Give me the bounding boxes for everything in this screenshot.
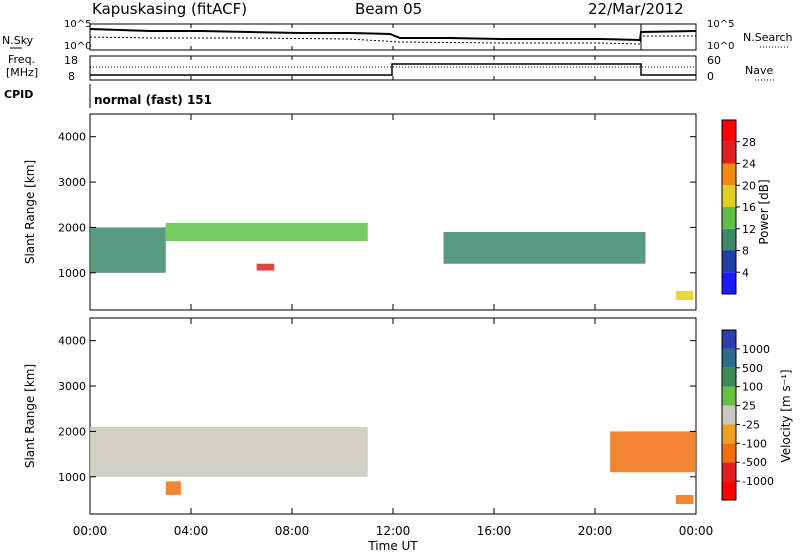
power-y-axis: 1000 2000 3000 4000 — [58, 131, 696, 280]
power-panel: 1000 2000 3000 4000 Slant Range [km] — [23, 113, 697, 311]
velocity-feature-1 — [165, 481, 181, 495]
velocity-feature-3 — [675, 494, 694, 505]
power-cbar-swatch-2 — [722, 228, 736, 251]
nave-label: Nave — [745, 64, 773, 77]
freq-label-2: [MHz] — [6, 66, 38, 79]
velocity-cbar-tick-label-4: 25 — [742, 400, 756, 413]
noise-right-label: N.Search — [743, 31, 793, 44]
freq-tick-8: 8 — [68, 70, 75, 83]
velocity-cbar-swatch-8 — [722, 330, 736, 349]
noise-tick-bottom-right: 10^0 — [707, 41, 734, 52]
velocity-features — [90, 426, 696, 505]
velocity-cbar-swatch-6 — [722, 367, 736, 387]
xtick-label-5: 20:00 — [578, 524, 613, 538]
power-cbar-swatch-0 — [722, 272, 736, 294]
velocity-ylabel: Slant Range [km] — [23, 364, 37, 468]
power-cbar-tick-label-3: 16 — [742, 201, 756, 214]
noise-tick-bottom-left: 10^0 — [64, 41, 91, 52]
velocity-cbar-swatch-3 — [722, 424, 736, 444]
noise-tick-top-left: 10^5 — [64, 19, 91, 30]
power-cbar-swatch-3 — [722, 207, 736, 229]
freq-trace — [90, 63, 696, 76]
velocity-cbar-swatch-0 — [722, 481, 736, 500]
freq-label-1: Freq. — [8, 53, 35, 66]
power-ytick-label-2: 3000 — [58, 176, 86, 189]
velocity-cbar-tick-label-5: 100 — [742, 381, 763, 394]
xtick-label-2: 08:00 — [275, 524, 310, 538]
power-cbar-tick-label-4: 20 — [742, 179, 756, 192]
power-cbar-tick-label-2: 12 — [742, 223, 756, 236]
velocity-cbar-tick-label-2: -100 — [742, 437, 767, 450]
time-axis: 00:00 04:00 08:00 12:00 16:00 20:00 00:00 — [73, 24, 714, 538]
power-cbar-tick-label-0: 4 — [742, 266, 749, 279]
xtick-label-4: 16:00 — [477, 524, 512, 538]
power-ylabel: Slant Range [km] — [23, 160, 37, 264]
date-title: 22/Mar/2012 — [588, 0, 684, 18]
power-cbar-tick-label-1: 8 — [742, 245, 749, 258]
power-cbar-swatch-6 — [722, 141, 736, 164]
xtick-label-6: 00:00 — [679, 524, 714, 538]
power-cbar-tick-label-6: 28 — [742, 136, 756, 149]
power-features — [90, 222, 694, 301]
velocity-cbar-swatch-7 — [722, 348, 736, 368]
noise-frame — [89, 23, 642, 51]
power-feature-2 — [256, 263, 275, 271]
velocity-feature-0 — [90, 426, 368, 477]
power-feature-4 — [675, 290, 694, 301]
velocity-ytick-label-1: 2000 — [58, 425, 86, 438]
power-cbar-swatch-4 — [722, 185, 736, 207]
velocity-cbar-tick-label-6: 500 — [742, 362, 763, 375]
velocity-cbar-tick-label-1: -500 — [742, 456, 767, 469]
velocity-cbar-frame — [721, 329, 737, 501]
power-cbar-swatch-1 — [722, 250, 736, 273]
noise-panel: N.Sky 10^5 10^0 10^5 10^0 N.Search — [2, 19, 793, 52]
velocity-colorbar: -1000 -500 -100 -25 25 100 500 1000 — [721, 329, 774, 501]
noise-sky-trace — [89, 28, 697, 42]
xtick-label-3: 12:00 — [376, 524, 411, 538]
velocity-cbar-swatch-1 — [722, 462, 736, 482]
xlabel: Time UT — [367, 539, 418, 553]
cpid-value: normal (fast) 151 — [94, 93, 212, 107]
frequency-panel: Freq. [MHz] 18 8 60 0 Nave — [6, 53, 775, 83]
velocity-feature-2 — [610, 431, 696, 473]
velocity-cbar-tick-label-7: 1000 — [742, 343, 770, 356]
velocity-ytick-label-2: 3000 — [58, 380, 86, 393]
velocity-y-axis: 1000 2000 3000 4000 — [58, 335, 696, 484]
power-cbar-swatch-5 — [722, 163, 736, 186]
power-colorbar: 4 8 12 16 20 24 28 — [721, 119, 756, 295]
power-cbar-tick-label-5: 24 — [742, 158, 756, 171]
power-feature-0 — [90, 227, 166, 273]
beam-title: Beam 05 — [355, 0, 422, 18]
velocity-ytick-label-3: 4000 — [58, 335, 86, 348]
cpid-label: CPID — [4, 88, 33, 101]
velocity-cbar-tick-label-0: -1000 — [742, 475, 774, 488]
noise-search-trace — [89, 35, 696, 45]
noise-frame-right — [640, 23, 697, 51]
power-feature-3 — [443, 231, 646, 264]
station-title: Kapuskasing (fitACF) — [92, 0, 247, 18]
nave-tick-0: 0 — [707, 70, 714, 83]
noise-tick-top-right: 10^5 — [707, 19, 734, 30]
power-ytick-label-3: 4000 — [58, 131, 86, 144]
xtick-label-0: 00:00 — [73, 524, 108, 538]
velocity-cbar-swatch-4 — [722, 405, 736, 425]
power-ytick-label-1: 2000 — [58, 221, 86, 234]
velocity-panel: 1000 2000 3000 4000 Slant Range [km] — [23, 317, 697, 515]
freq-tick-18: 18 — [64, 54, 78, 67]
power-feature-1 — [165, 222, 368, 242]
velocity-cbar-tick-label-3: -25 — [742, 418, 760, 431]
velocity-cbar-swatch-2 — [722, 443, 736, 463]
noise-left-label: N.Sky — [2, 34, 34, 47]
power-ytick-label-0: 1000 — [58, 267, 86, 280]
velocity-ytick-label-0: 1000 — [58, 471, 86, 484]
power-cbar-swatch-7 — [722, 120, 736, 142]
power-frame — [89, 113, 697, 311]
xtick-label-1: 04:00 — [174, 524, 209, 538]
velocity-colorbar-label: Velocity [m s⁻¹] — [779, 369, 793, 462]
velocity-cbar-swatch-5 — [722, 386, 736, 406]
nave-tick-60: 60 — [707, 54, 721, 67]
power-colorbar-label: Power [dB] — [757, 179, 771, 244]
